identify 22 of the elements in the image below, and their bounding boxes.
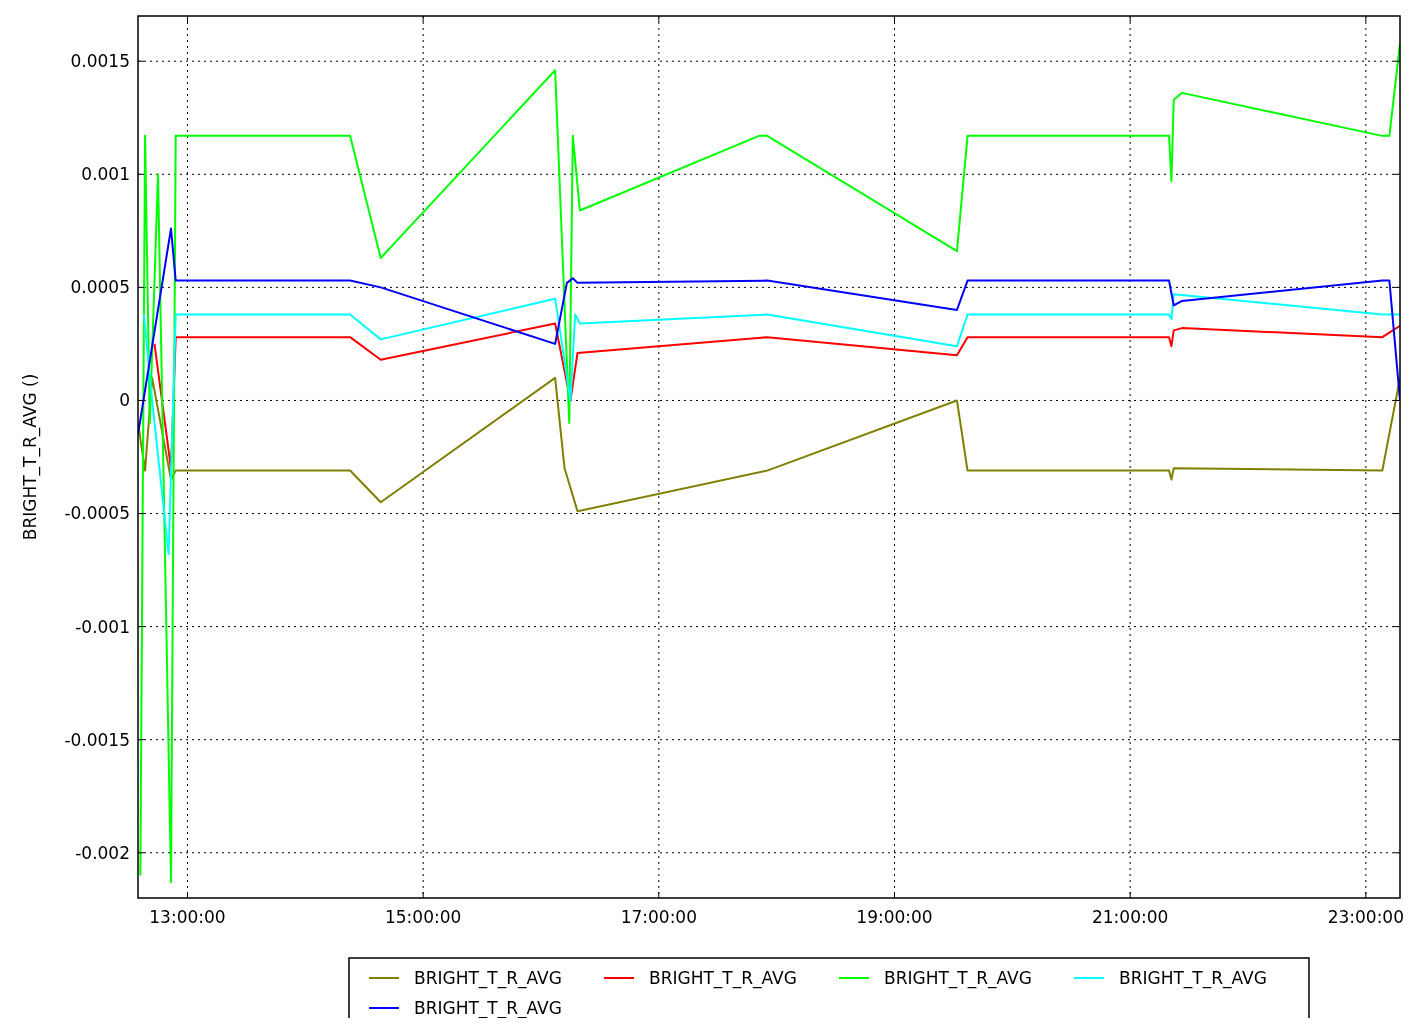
- y-axis-title: BRIGHT_T_R_AVG (): [20, 373, 41, 541]
- legend-label: BRIGHT_T_R_AVG: [649, 967, 797, 989]
- y-tick-label: -0.002: [75, 842, 130, 863]
- y-tick-label: -0.001: [75, 616, 130, 637]
- x-tick-label: 19:00:00: [856, 907, 933, 927]
- x-tick-label: 13:00:00: [149, 907, 226, 927]
- x-tick-label: 17:00:00: [620, 907, 698, 927]
- x-tick-label: 21:00:00: [1091, 907, 1169, 927]
- legend-label: BRIGHT_T_R_AVG: [414, 967, 562, 989]
- x-tick-label: 23:00:00: [1327, 907, 1405, 927]
- legend-label: BRIGHT_T_R_AVG: [1119, 967, 1267, 989]
- x-tick-label: 15:00:00: [384, 907, 462, 927]
- y-tick-label: 0.001: [81, 164, 130, 185]
- legend-label: BRIGHT_T_R_AVG: [414, 997, 562, 1019]
- y-tick-label: -0.0005: [64, 503, 130, 524]
- legend-label: BRIGHT_T_R_AVG: [884, 967, 1032, 989]
- line-series: [142, 293, 1400, 556]
- y-tick-label: -0.0015: [64, 729, 130, 750]
- y-tick-label: 0.0005: [70, 277, 130, 298]
- line-series: [138, 376, 1400, 513]
- y-tick-label: 0: [119, 390, 130, 411]
- y-tick-label: 0.0015: [70, 51, 130, 72]
